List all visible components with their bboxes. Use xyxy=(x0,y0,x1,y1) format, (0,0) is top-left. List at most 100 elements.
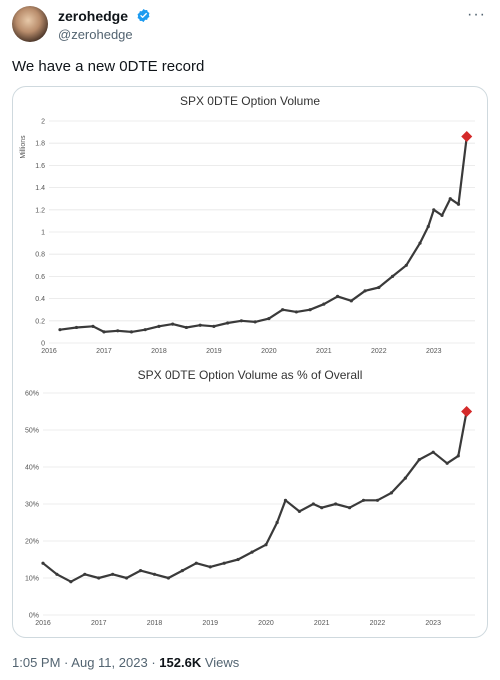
data-point xyxy=(361,498,366,502)
data-point xyxy=(440,213,444,217)
data-point xyxy=(180,569,184,573)
data-point xyxy=(91,324,95,328)
y-tick-label: 40% xyxy=(25,465,39,472)
data-point xyxy=(58,328,62,332)
data-point xyxy=(171,322,175,326)
y-tick-label: 1.6 xyxy=(35,163,45,170)
data-point xyxy=(294,310,298,314)
y-tick-label: 10% xyxy=(25,576,39,583)
x-tick-label: 2022 xyxy=(370,620,386,627)
chart-0dte-share: SPX 0DTE Option Volume as % of Overall 0… xyxy=(25,368,475,627)
data-point xyxy=(250,550,254,554)
tweet-date[interactable]: Aug 11, 2023 xyxy=(71,655,148,670)
data-point xyxy=(236,557,240,562)
data-point xyxy=(198,323,202,327)
record-marker xyxy=(461,131,473,143)
data-point xyxy=(375,498,380,502)
data-point xyxy=(125,576,129,580)
data-point xyxy=(448,197,452,201)
data-point xyxy=(275,520,279,525)
series-line xyxy=(59,136,468,333)
data-point xyxy=(222,561,226,565)
tweet-time[interactable]: 1:05 PM xyxy=(12,655,61,670)
record-marker xyxy=(461,406,473,417)
y-tick-label: 50% xyxy=(25,428,39,435)
y-tick-label: 1 xyxy=(41,230,45,237)
data-point xyxy=(308,308,312,312)
x-tick-label: 2016 xyxy=(41,348,57,355)
data-point xyxy=(97,576,101,580)
tweet-footer: 1:05 PM · Aug 11, 2023 · 152.6K Views xyxy=(12,655,239,670)
author-handle[interactable]: @zerohedge xyxy=(58,27,133,42)
y-tick-label: 30% xyxy=(25,502,39,509)
data-point xyxy=(335,294,340,298)
y-axis-label: Millions xyxy=(20,135,27,159)
x-tick-label: 2023 xyxy=(425,620,441,627)
y-tick-label: 0.6 xyxy=(35,274,45,281)
data-point xyxy=(194,561,198,565)
data-point xyxy=(281,308,285,312)
x-tick-label: 2020 xyxy=(258,620,274,627)
y-tick-label: 1.8 xyxy=(35,141,45,148)
data-point xyxy=(418,241,422,245)
data-point xyxy=(347,506,352,510)
data-point xyxy=(69,580,73,584)
x-tick-label: 2019 xyxy=(202,620,218,627)
x-tick-label: 2021 xyxy=(314,620,330,627)
x-tick-label: 2018 xyxy=(151,348,167,355)
data-point xyxy=(404,263,408,267)
data-point xyxy=(445,461,449,465)
y-tick-label: 0.8 xyxy=(35,252,45,259)
data-point xyxy=(41,561,45,565)
y-tick-label: 1.4 xyxy=(35,185,45,192)
data-point xyxy=(363,289,367,293)
data-point xyxy=(138,569,143,573)
data-point xyxy=(377,285,381,290)
data-point xyxy=(311,502,315,506)
y-tick-label: 0 xyxy=(41,341,45,348)
data-point xyxy=(456,454,460,458)
data-point xyxy=(456,202,461,206)
separator: · xyxy=(64,655,69,670)
data-point xyxy=(226,321,230,325)
separator: · xyxy=(151,655,156,670)
chart-title: SPX 0DTE Option Volume as % of Overall xyxy=(138,368,363,382)
data-point xyxy=(208,565,212,569)
data-point xyxy=(166,576,171,580)
data-point xyxy=(157,324,161,328)
avatar[interactable] xyxy=(12,6,48,42)
data-point xyxy=(239,319,243,323)
data-point xyxy=(283,498,288,502)
more-icon[interactable]: ··· xyxy=(467,6,486,23)
data-point xyxy=(264,543,268,547)
data-point xyxy=(212,324,216,328)
data-point xyxy=(297,509,302,513)
data-point xyxy=(389,491,393,495)
y-tick-label: 20% xyxy=(25,539,39,546)
x-tick-label: 2022 xyxy=(371,348,387,355)
views-label: Views xyxy=(204,655,240,670)
series-line xyxy=(42,411,468,583)
data-point xyxy=(253,320,257,324)
data-point xyxy=(143,328,147,332)
data-point xyxy=(152,572,157,576)
data-point xyxy=(116,329,120,333)
data-point xyxy=(349,299,353,303)
y-tick-label: 0% xyxy=(29,613,39,620)
y-tick-label: 60% xyxy=(25,391,39,398)
data-point xyxy=(129,330,134,334)
data-point xyxy=(403,476,407,480)
data-point xyxy=(267,316,271,321)
data-point xyxy=(102,330,106,334)
x-tick-label: 2018 xyxy=(147,620,163,627)
data-point xyxy=(322,302,326,306)
tweet-media[interactable]: SPX 0DTE Option Volume Millions 0 0.2 0.4 0… xyxy=(12,86,488,638)
verified-badge-icon xyxy=(137,8,150,23)
chart-0dte-volume: SPX 0DTE Option Volume Millions 0 0.2 0.4 0… xyxy=(20,94,475,355)
data-point xyxy=(426,224,430,229)
author-name[interactable]: zerohedge xyxy=(58,8,129,24)
y-tick-label: 0.4 xyxy=(35,296,45,303)
y-tick-label: 0.2 xyxy=(35,318,45,325)
x-tick-label: 2016 xyxy=(35,620,51,627)
data-point xyxy=(417,458,421,462)
